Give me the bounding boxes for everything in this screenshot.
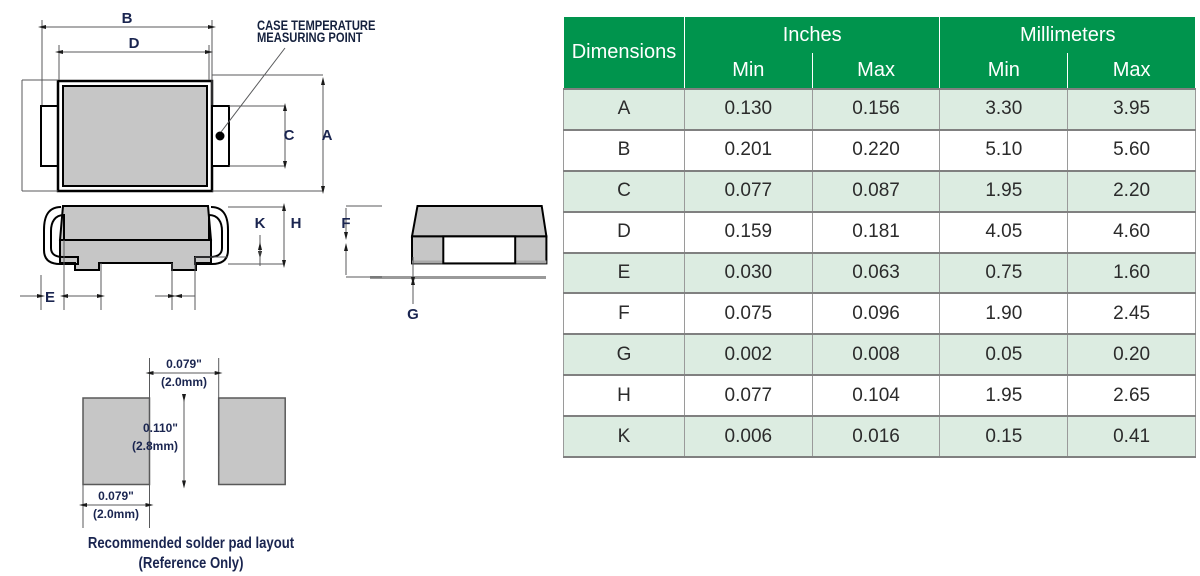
svg-text:E: E [45, 289, 55, 306]
svg-text:B: B [122, 10, 133, 27]
svg-text:(2.0mm): (2.0mm) [93, 507, 139, 521]
svg-text:D: D [129, 35, 140, 52]
svg-text:Recommended solder pad layout: Recommended solder pad layout [88, 535, 294, 552]
svg-text:K: K [255, 215, 266, 232]
svg-text:(Reference Only): (Reference Only) [139, 555, 244, 572]
svg-text:A: A [322, 127, 333, 144]
svg-text:(2.8mm): (2.8mm) [132, 439, 178, 453]
svg-text:H: H [291, 215, 302, 232]
svg-text:C: C [284, 127, 295, 144]
svg-text:F: F [341, 215, 350, 232]
svg-text:MEASURING POINT: MEASURING POINT [257, 30, 363, 45]
svg-text:0.079": 0.079" [98, 489, 134, 503]
svg-text:(2.0mm): (2.0mm) [161, 375, 207, 389]
svg-text:0.110": 0.110" [143, 421, 178, 435]
svg-text:0.079": 0.079" [166, 357, 202, 371]
svg-text:G: G [407, 306, 419, 323]
